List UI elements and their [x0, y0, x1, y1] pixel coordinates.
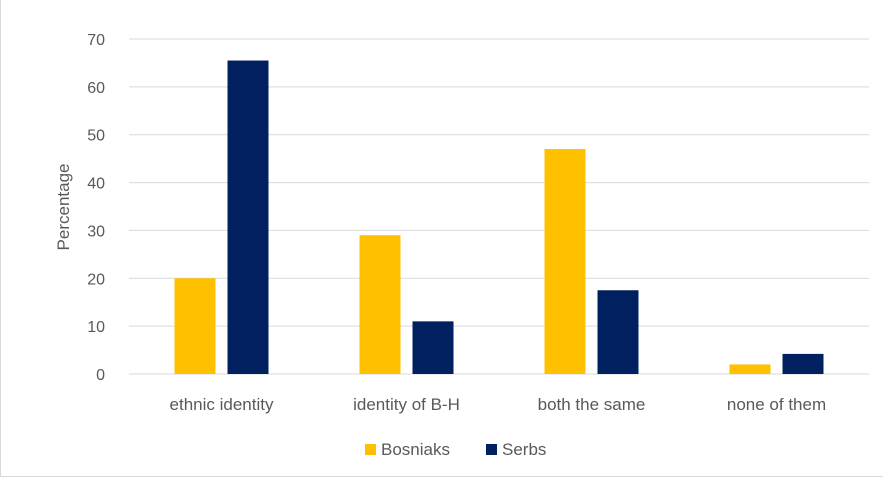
y-tick-label: 10 — [87, 319, 105, 336]
y-tick-label: 40 — [87, 176, 105, 193]
bar-bosniaks-3 — [729, 364, 771, 374]
bar-serbs-0 — [227, 60, 269, 375]
legend-swatch-serbs — [486, 444, 497, 455]
legend: Bosniaks Serbs — [365, 440, 546, 459]
bar-serbs-3 — [782, 353, 824, 374]
legend-label-bosniaks: Bosniaks — [381, 440, 450, 459]
x-tick-label: identity of B-H — [353, 395, 460, 414]
y-tick-label: 50 — [87, 128, 105, 145]
bars — [174, 60, 824, 375]
bar-serbs-2 — [597, 290, 639, 374]
y-tick-label: 30 — [87, 223, 105, 240]
y-tick-label: 0 — [96, 367, 105, 384]
legend-label-serbs: Serbs — [502, 440, 546, 459]
bar-bosniaks-0 — [174, 278, 216, 374]
x-tick-label: none of them — [727, 395, 826, 414]
legend-swatch-bosniaks — [365, 444, 376, 455]
x-tick-label: both the same — [538, 395, 646, 414]
y-tick-label: 60 — [87, 80, 105, 97]
y-tick-label: 70 — [87, 32, 105, 49]
y-axis-label: Percentage — [54, 164, 73, 251]
y-axis-tick-labels: 0 10 20 30 40 50 60 70 — [87, 32, 105, 384]
x-tick-label: ethnic identity — [170, 395, 274, 414]
y-tick-label: 20 — [87, 271, 105, 288]
bar-bosniaks-2 — [544, 149, 586, 374]
x-axis-tick-labels: ethnic identity identity of B-H both the s… — [170, 395, 827, 414]
bar-serbs-1 — [412, 321, 454, 374]
bar-bosniaks-1 — [359, 235, 401, 374]
